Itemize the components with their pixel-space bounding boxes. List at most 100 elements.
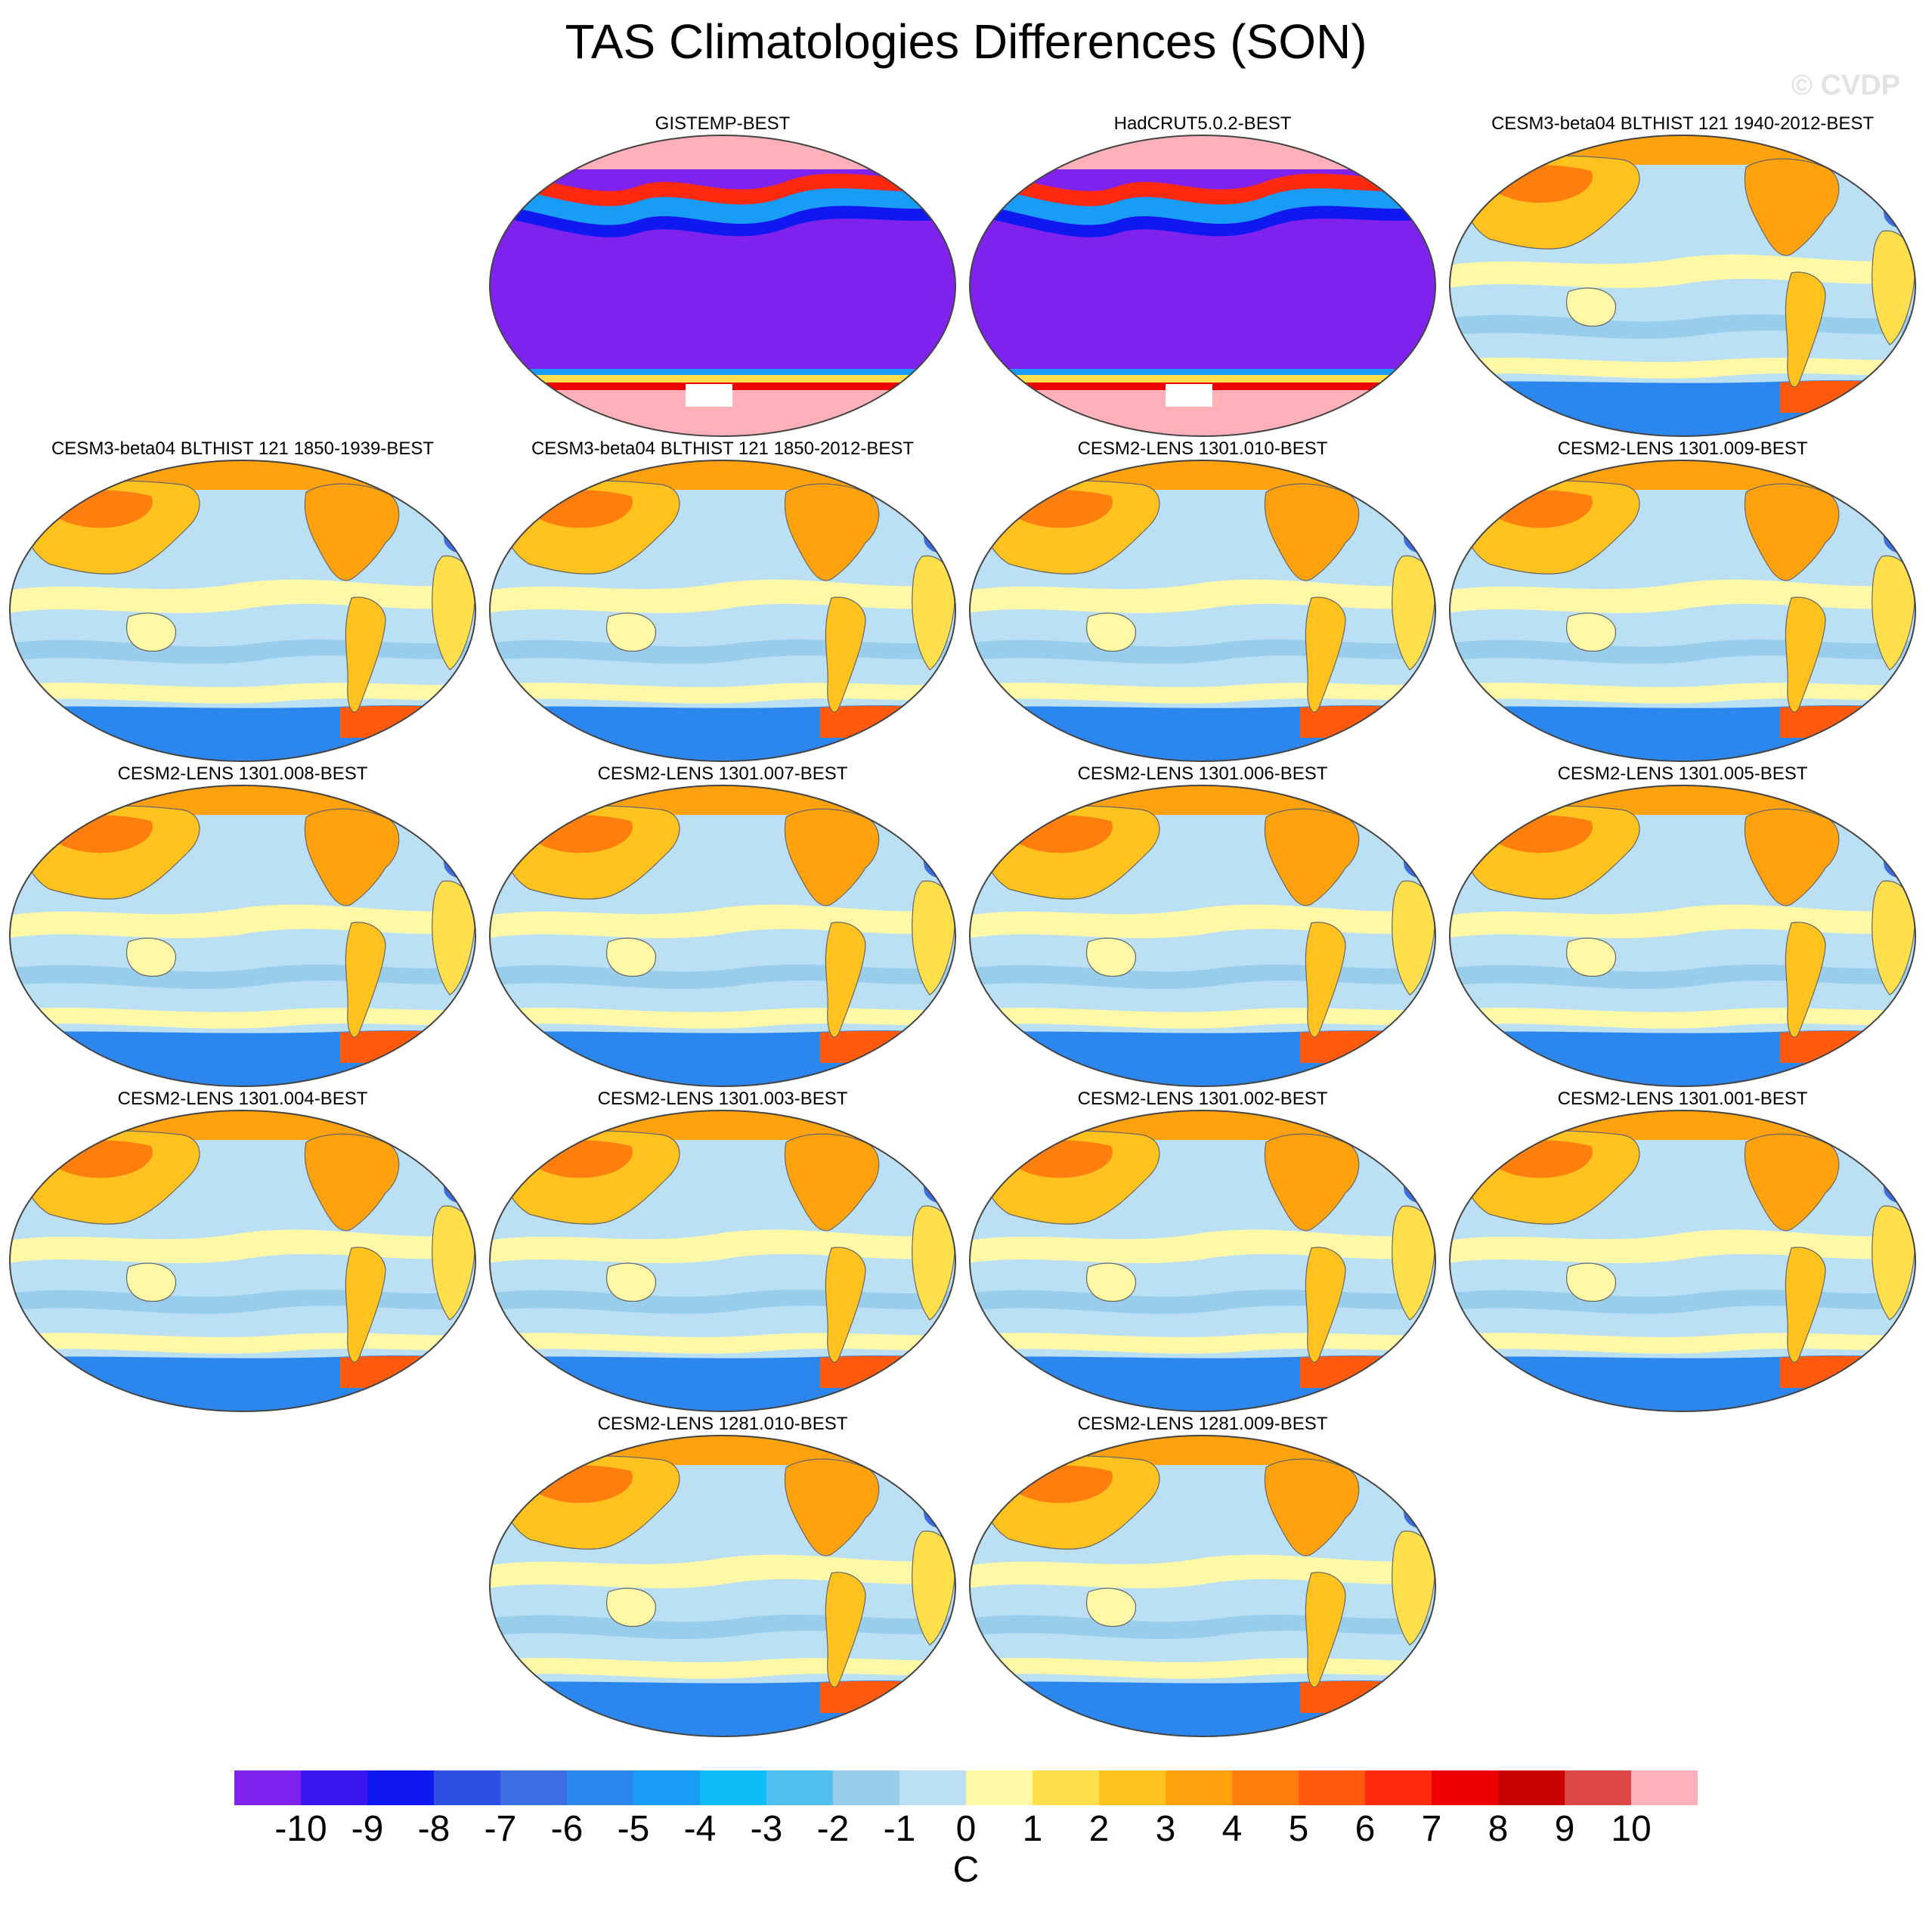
- polar-cap-north: [970, 135, 1435, 169]
- map-outline: [969, 1435, 1436, 1737]
- map-outline: [1449, 1110, 1916, 1412]
- colorbar-tick-label: 9: [1554, 1809, 1575, 1849]
- panel-title: CESM2-LENS 1301.008-BEST: [117, 764, 368, 784]
- map-panel: CESM2-LENS 1301.003-BEST: [488, 1089, 958, 1414]
- panel-title: CESM2-LENS 1281.010-BEST: [597, 1414, 848, 1434]
- colorbar-swatch: [301, 1770, 368, 1805]
- colorbar-tick-labels: -10 -9 -8 -7 -6 -5 -4 -3 -2 -1 0 1 2 3 4 5 6 7 8 9 10: [234, 1808, 1698, 1854]
- greenland-land: [401, 479, 439, 508]
- antarctic-warm-patch: [1780, 380, 1915, 413]
- colorbar-tick-label: 10: [1611, 1809, 1652, 1849]
- north-america-land: [1264, 1458, 1360, 1557]
- map-panel: CESM3-beta04 BLTHIST 121 1940-2012-BEST: [1447, 113, 1918, 438]
- north-america-land: [304, 483, 400, 581]
- antarctic-warm-patch: [820, 1680, 955, 1713]
- map-outline: [489, 460, 956, 762]
- north-america-land: [1744, 158, 1840, 256]
- arctic-band: [1450, 785, 1915, 815]
- colorbar-unit-label: C: [952, 1850, 980, 1890]
- australia-land: [1566, 937, 1616, 977]
- colorbar-swatch: [766, 1770, 834, 1805]
- arctic-band: [10, 785, 475, 815]
- greenland-land: [881, 804, 919, 833]
- north-gradient-band: [490, 184, 955, 225]
- polar-cap-north: [490, 135, 955, 169]
- north-america-land: [1264, 483, 1360, 581]
- greenland-land: [881, 1129, 919, 1158]
- greenland-land: [1361, 1129, 1399, 1158]
- australia-land: [606, 937, 656, 977]
- north-america-land: [304, 1133, 400, 1231]
- south-america-land: [345, 596, 386, 713]
- australia-land: [1086, 612, 1136, 652]
- map-outline: [1449, 785, 1916, 1087]
- antarctic-warm-patch: [820, 705, 955, 738]
- arctic-band: [490, 1436, 955, 1465]
- antarctic-warm-patch: [1300, 1030, 1435, 1063]
- south-america-land: [1785, 271, 1826, 388]
- south-gradient-band: [970, 369, 1435, 375]
- antarctic-warm-patch: [1300, 1355, 1435, 1388]
- south-gradient-band: [970, 375, 1435, 383]
- colorbar-swatch: [700, 1770, 767, 1805]
- robinson-map: [489, 460, 956, 762]
- colorbar-swatch: [899, 1770, 967, 1805]
- australia-land: [126, 612, 176, 652]
- robinson-map: [9, 785, 476, 1087]
- colorbar-tick-label: 5: [1288, 1809, 1309, 1849]
- map-panel: GISTEMP-BEST: [488, 113, 958, 438]
- panel-title: CESM2-LENS 1301.005-BEST: [1557, 764, 1808, 784]
- colorbar-swatch: [500, 1770, 568, 1805]
- colorbar-tick-label: 4: [1221, 1809, 1243, 1849]
- robinson-map: [489, 1110, 956, 1412]
- antarctic-warm-patch: [1300, 1680, 1435, 1713]
- colorbar-swatch: [833, 1770, 900, 1805]
- colorbar-swatch: [567, 1770, 634, 1805]
- colorbar-tick-label: -3: [750, 1809, 783, 1849]
- colorbar: [234, 1770, 1698, 1805]
- map-outline: [9, 785, 476, 1087]
- colorbar-tick-label: -7: [484, 1809, 517, 1849]
- robinson-map: [489, 785, 956, 1087]
- arctic-band: [10, 1110, 475, 1140]
- colorbar-swatch: [1099, 1770, 1166, 1805]
- north-america-land: [1264, 808, 1360, 906]
- arctic-band: [970, 1436, 1435, 1465]
- arctic-band: [1450, 135, 1915, 165]
- map-panel: CESM3-beta04 BLTHIST 121 1850-1939-BEST: [8, 438, 478, 764]
- colorbar-swatch: [1365, 1770, 1432, 1805]
- panel-title: CESM3-beta04 BLTHIST 121 1940-2012-BEST: [1491, 113, 1875, 134]
- map-panel: CESM2-LENS 1301.008-BEST: [8, 764, 478, 1089]
- colorbar-swatch: [1299, 1770, 1366, 1805]
- greenland-land: [1361, 1454, 1399, 1483]
- map-panel: CESM2-LENS 1301.009-BEST: [1447, 438, 1918, 764]
- map-outline: [489, 135, 956, 437]
- australia-land: [126, 937, 176, 977]
- map-outline: [489, 1435, 956, 1737]
- robinson-map: [1449, 135, 1916, 437]
- colorbar-tick-label: -5: [617, 1809, 650, 1849]
- panel-title: GISTEMP-BEST: [655, 113, 791, 134]
- colorbar-tick-label: 6: [1355, 1809, 1376, 1849]
- land-anomalies: [980, 479, 1435, 713]
- land-anomalies: [20, 804, 475, 1038]
- robinson-map: [489, 135, 956, 437]
- figure-title: TAS Climatologies Differences (SON): [565, 14, 1367, 69]
- map-outline: [9, 1110, 476, 1412]
- north-america-land: [784, 1458, 880, 1557]
- greenland-land: [1841, 1129, 1879, 1158]
- south-america-land: [825, 596, 866, 713]
- colorbar-swatch: [1565, 1770, 1632, 1805]
- colorbar-swatch: [1166, 1770, 1233, 1805]
- colorbar-tick-label: -10: [274, 1809, 327, 1849]
- panel-title: CESM3-beta04 BLTHIST 121 1850-2012-BEST: [531, 438, 915, 459]
- colorbar-swatch: [1232, 1770, 1299, 1805]
- colorbar-swatch: [367, 1770, 435, 1805]
- australia-land: [606, 612, 656, 652]
- land-anomalies: [500, 479, 955, 713]
- north-america-land: [1744, 1133, 1840, 1231]
- arctic-band: [970, 785, 1435, 815]
- arctic-band: [490, 785, 955, 815]
- colorbar-swatch: [434, 1770, 501, 1805]
- antarctic-warm-patch: [1780, 705, 1915, 738]
